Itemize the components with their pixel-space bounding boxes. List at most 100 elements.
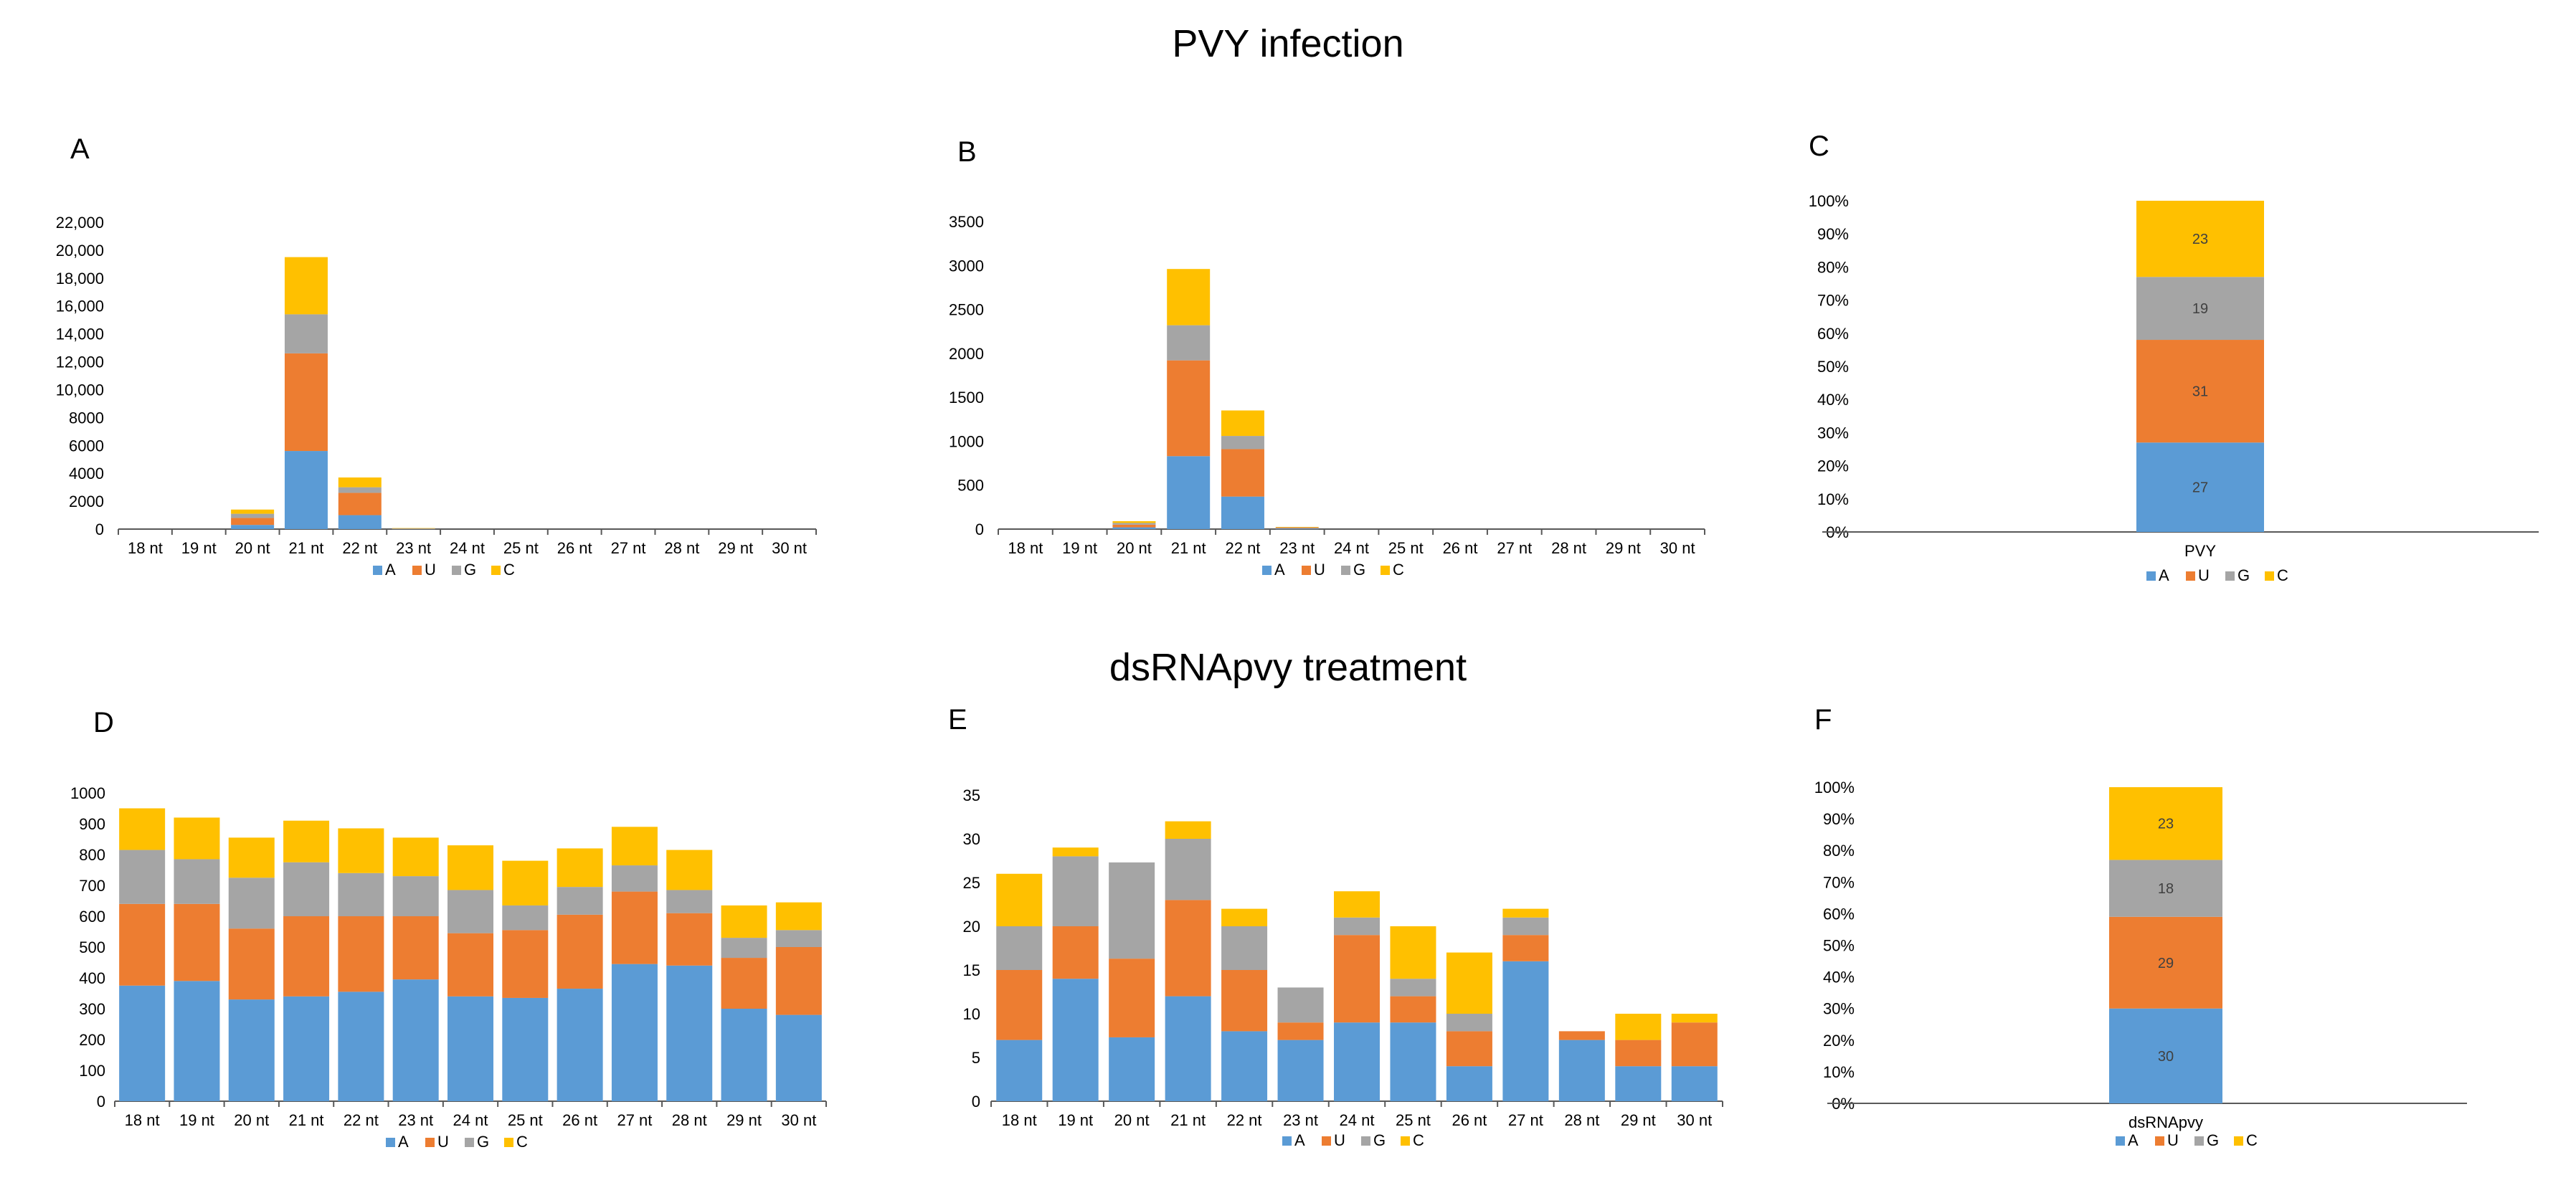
chart-d-ytick-label: 100: [79, 1062, 105, 1080]
chart-e-bar-g-27nt: [1502, 917, 1549, 936]
title-dsrnapvy-treatment: dsRNApvy treatment: [1109, 646, 1467, 689]
chart-c-data-label-a: 27: [2192, 480, 2208, 496]
chart-f-data-label-g: 18: [2158, 881, 2174, 897]
chart-e-ytick-label: 5: [972, 1049, 980, 1067]
chart-f-data-label-a: 30: [2158, 1049, 2174, 1065]
chart-e-bar-c-26nt: [1446, 952, 1492, 1014]
chart-b-category-label: 28 nt: [1551, 539, 1586, 557]
chart-b-legend-label-u: U: [1314, 561, 1325, 579]
chart-e-category-label: 18 nt: [1002, 1111, 1037, 1129]
chart-c-ytick-label: 30%: [1817, 424, 1849, 442]
chart-d-bar-c-26nt: [557, 848, 603, 888]
chart-e-bar-a-30nt: [1671, 1066, 1718, 1101]
chart-d-ytick-label: 200: [79, 1031, 105, 1049]
chart-d-bar-g-28nt: [666, 890, 713, 913]
chart-d-category-label: 27 nt: [617, 1111, 652, 1129]
chart-d-bar-c-25nt: [502, 860, 549, 905]
chart-e-bar-u-23nt: [1277, 1022, 1324, 1040]
chart-b-legend-swatch-g: [1341, 566, 1350, 575]
panel-letter-b: B: [957, 136, 977, 168]
chart-d-bar-c-18nt: [119, 808, 166, 850]
chart-d-bar-u-23nt: [392, 916, 439, 980]
chart-d-bar-u-24nt: [448, 933, 493, 997]
chart-e-ytick-label: 10: [963, 1005, 980, 1023]
chart-e-bar-a-19nt: [1052, 979, 1099, 1101]
chart-f-ytick-label: 70%: [1823, 873, 1855, 891]
chart-d-bar-a-18nt: [119, 985, 166, 1101]
chart-d-category-label: 19 nt: [179, 1111, 214, 1129]
chart-c-ytick-label: 10%: [1817, 490, 1849, 508]
chart-e-ytick-label: 0: [972, 1093, 980, 1111]
chart-b-legend-swatch-a: [1262, 566, 1272, 575]
chart-d-category-label: 28 nt: [672, 1111, 707, 1129]
chart-d-category-label: 24 nt: [453, 1111, 488, 1129]
chart-e-category-label: 24 nt: [1340, 1111, 1375, 1129]
chart-f-ytick-label: 90%: [1823, 810, 1855, 828]
chart-e-legend-swatch-u: [1322, 1136, 1331, 1146]
chart-a-legend-label-u: U: [425, 561, 436, 579]
chart-b-legend-label-c: C: [1393, 561, 1404, 579]
chart-e-legend-swatch-g: [1361, 1136, 1370, 1146]
chart-e-category-label: 28 nt: [1564, 1111, 1599, 1129]
chart-a-category-label: 30 nt: [772, 539, 807, 557]
chart-d-legend-swatch-u: [425, 1138, 435, 1147]
chart-a-ytick-label: 4000: [69, 465, 104, 482]
chart-d-ytick-label: 400: [79, 969, 105, 987]
chart-e-ytick-label: 25: [963, 874, 980, 892]
chart-e-bar-g-25nt: [1390, 979, 1436, 997]
chart-f-category-label: dsRNApvy: [2128, 1113, 2203, 1131]
chart-a-legend-swatch-g: [452, 566, 461, 575]
chart-d-bar-a-24nt: [448, 996, 493, 1101]
chart-b-category-label: 21 nt: [1171, 539, 1206, 557]
chart-e-bar-g-26nt: [1446, 1014, 1492, 1032]
chart-b-category-label: 24 nt: [1334, 539, 1369, 557]
chart-b-bar-g-22nt: [1221, 436, 1264, 450]
chart-b-category-label: 19 nt: [1062, 539, 1097, 557]
chart-f-bar-g-dsrnapvy: [2109, 860, 2222, 917]
chart-e-bar-u-21nt: [1165, 900, 1211, 997]
chart-f-data-label-u: 29: [2158, 956, 2174, 971]
chart-b-ytick-label: 2000: [949, 345, 984, 363]
chart-b-category-label: 23 nt: [1279, 539, 1315, 557]
chart-a-category-label: 29 nt: [718, 539, 753, 557]
chart-a-ytick-label: 20,000: [56, 242, 104, 260]
chart-d-ytick-label: 1000: [70, 784, 105, 802]
chart-d-ytick-label: 800: [79, 846, 105, 864]
chart-e-category-label: 25 nt: [1396, 1111, 1431, 1129]
chart-e-bar-a-28nt: [1558, 1040, 1605, 1101]
chart-a-bar-g-21nt: [284, 314, 328, 353]
title-pvy-infection: PVY infection: [1172, 22, 1404, 65]
chart-b-bar-a-21nt: [1167, 456, 1211, 529]
chart-f-legend-label-a: A: [2128, 1131, 2139, 1149]
chart-d-bar-u-29nt: [721, 958, 767, 1009]
chart-e-category-label: 21 nt: [1170, 1111, 1206, 1129]
chart-b-category-label: 29 nt: [1606, 539, 1641, 557]
chart-d-category-label: 22 nt: [344, 1111, 379, 1129]
chart-a-ytick-label: 12,000: [56, 353, 104, 371]
chart-e-bar-c-18nt: [996, 873, 1043, 926]
chart-e-legend-label-u: U: [1334, 1131, 1345, 1149]
chart-d-bar-u-28nt: [666, 913, 713, 966]
chart-e-category-label: 23 nt: [1283, 1111, 1318, 1129]
chart-a-bar-u-22nt: [338, 493, 382, 515]
chart-f-group: 0%10%20%30%40%50%60%70%80%90%100%3029182…: [1814, 779, 2467, 1149]
chart-a-legend-swatch-a: [373, 566, 382, 575]
chart-e-bar-a-24nt: [1334, 1022, 1380, 1101]
chart-e-bar-g-21nt: [1165, 839, 1211, 900]
chart-d-bar-u-26nt: [557, 914, 603, 989]
chart-e-bar-g-22nt: [1221, 926, 1268, 970]
chart-c-bar-a-pvy: [2136, 442, 2264, 532]
chart-d-ytick-label: 600: [79, 908, 105, 926]
chart-c-legend-swatch-a: [2146, 571, 2156, 581]
chart-e-bar-g-24nt: [1334, 917, 1380, 936]
chart-e-category-label: 20 nt: [1114, 1111, 1150, 1129]
chart-e-bar-u-28nt: [1558, 1031, 1605, 1040]
chart-a-bar-g-20nt: [231, 513, 275, 518]
chart-c-data-label-c: 23: [2192, 232, 2208, 247]
chart-d-bar-g-22nt: [338, 872, 384, 916]
chart-d-bar-a-23nt: [392, 979, 439, 1101]
chart-d-bar-g-25nt: [502, 905, 549, 931]
chart-b-bar-a-20nt: [1112, 527, 1156, 529]
chart-a-category-label: 21 nt: [288, 539, 323, 557]
chart-e-bar-u-26nt: [1446, 1031, 1492, 1067]
